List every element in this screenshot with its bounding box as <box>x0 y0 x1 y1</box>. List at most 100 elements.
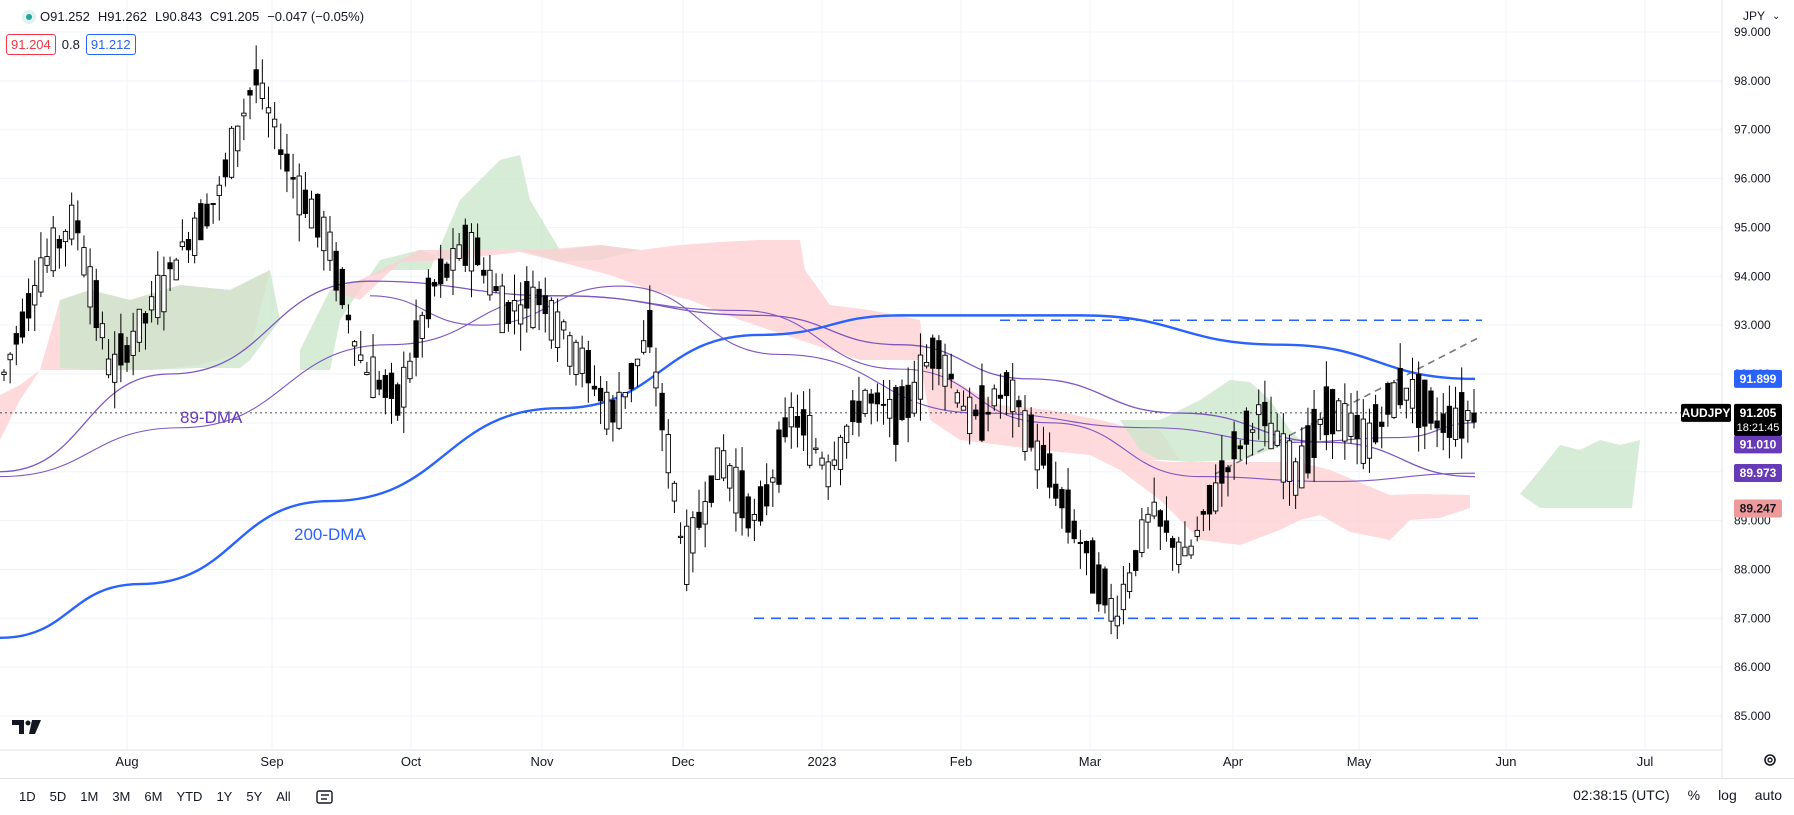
candle-body <box>610 400 616 423</box>
price-tick-label: 98.000 <box>1734 74 1771 88</box>
settings-gear-icon[interactable] <box>1762 752 1778 768</box>
candle-body <box>579 347 585 374</box>
candle-body <box>241 112 247 117</box>
candle-body <box>1133 550 1139 571</box>
time-tick-label: Feb <box>950 754 972 769</box>
candle-body <box>973 409 979 417</box>
percent-toggle[interactable]: % <box>1687 787 1701 803</box>
candle-body <box>1003 372 1010 397</box>
candle-body <box>87 266 93 308</box>
candle-body <box>198 203 204 241</box>
range-button-all[interactable]: All <box>276 789 291 804</box>
candle-body <box>1071 520 1077 540</box>
range-button-ytd[interactable]: YTD <box>176 789 203 804</box>
range-button-1m[interactable]: 1M <box>80 789 99 804</box>
ohlc-legend: O91.252 H91.262 L90.843 C91.205 −0.047 (… <box>22 9 368 24</box>
candle-body <box>671 482 678 502</box>
candle-body <box>1028 414 1034 448</box>
candle-body <box>376 379 382 390</box>
candle-body <box>493 286 499 292</box>
range-button-1d[interactable]: 1D <box>19 789 36 804</box>
candle-body <box>315 193 321 238</box>
candle-body <box>659 392 665 431</box>
candle-body <box>702 501 708 525</box>
range-button-6m[interactable]: 6M <box>144 789 163 804</box>
price-chart[interactable]: 89-DMA 200-DMA JPY ⌄ 99.000 98.000 97.000 9… <box>0 0 1794 778</box>
candle-body <box>259 82 265 99</box>
utc-clock[interactable]: 02:38:15 (UTC) <box>1573 787 1670 803</box>
candle-body <box>1010 379 1016 413</box>
candle-body <box>764 484 770 507</box>
candle-body <box>1102 568 1108 606</box>
candle-body <box>850 400 856 423</box>
candle-body <box>1145 513 1151 523</box>
chevron-down-icon[interactable]: ⌄ <box>1772 11 1780 22</box>
candle-body <box>1366 422 1373 459</box>
time-axis[interactable]: Aug Sep Oct Nov Dec 2023 Feb Mar Apr May Jun Jul <box>0 749 1722 769</box>
log-toggle[interactable]: log <box>1718 787 1737 803</box>
candle-body <box>942 354 948 387</box>
candle-body <box>1120 583 1127 611</box>
currency-label[interactable]: JPY <box>1743 9 1765 23</box>
candle-body <box>222 159 229 178</box>
candle-body <box>573 341 579 375</box>
range-button-5y[interactable]: 5Y <box>246 789 263 804</box>
candle-body <box>887 398 893 419</box>
candle-body <box>1434 420 1440 429</box>
auto-toggle[interactable]: auto <box>1754 787 1782 803</box>
candle-body <box>321 216 327 252</box>
candle-body <box>462 224 468 266</box>
candle-body <box>622 392 628 398</box>
candle-body <box>413 320 419 358</box>
bid-button[interactable]: 91.204 <box>6 34 56 55</box>
ma-tertiary-line <box>369 285 1476 443</box>
ask-button[interactable]: 91.212 <box>85 34 136 55</box>
candle-body <box>591 385 598 390</box>
candle-body <box>481 269 487 276</box>
candle-body <box>1206 484 1213 515</box>
candle-body <box>1459 392 1465 439</box>
candle-body <box>1151 501 1157 517</box>
candle-body <box>936 340 942 370</box>
candle-body <box>1372 404 1379 443</box>
candle-body <box>696 511 702 528</box>
candle-body <box>1016 400 1022 408</box>
time-tick-label: Oct <box>401 754 422 769</box>
range-button-5d[interactable]: 5D <box>49 789 67 804</box>
candle-body <box>1342 403 1348 442</box>
candle-body <box>1262 401 1268 427</box>
candle-body <box>438 258 444 285</box>
candle-body <box>1348 412 1354 437</box>
candle-body <box>917 354 924 400</box>
candle-body <box>1317 418 1323 425</box>
candle-body <box>1188 545 1194 556</box>
candle-body <box>105 358 112 376</box>
candle-body <box>161 275 167 313</box>
goto-date-icon[interactable] <box>316 789 334 805</box>
range-button-1y[interactable]: 1Y <box>216 789 233 804</box>
candle-body <box>727 465 733 489</box>
price-tick-label: 99.000 <box>1734 25 1771 39</box>
candle-body <box>99 323 106 339</box>
candle-body <box>788 406 794 428</box>
candle-body <box>1329 389 1336 435</box>
time-tick-label: Aug <box>115 754 138 769</box>
candle-body <box>370 356 376 398</box>
candle-body <box>118 333 124 366</box>
candle-body <box>874 392 881 405</box>
range-button-3m[interactable]: 3M <box>112 789 131 804</box>
candle-body <box>856 400 862 423</box>
candle-body <box>419 314 425 339</box>
candle-body <box>868 393 874 404</box>
candle-body <box>25 293 32 319</box>
candle-body <box>1213 482 1219 512</box>
cloud-red-3 <box>920 360 1180 460</box>
candle-body <box>253 69 259 86</box>
tradingview-logo-icon[interactable] <box>10 718 44 736</box>
candle-body <box>431 281 438 287</box>
time-tick-label: May <box>1347 754 1372 769</box>
candle-body <box>345 314 352 321</box>
ma-200-line <box>0 314 1476 640</box>
candle-body <box>407 360 413 380</box>
candle-body <box>530 286 536 329</box>
